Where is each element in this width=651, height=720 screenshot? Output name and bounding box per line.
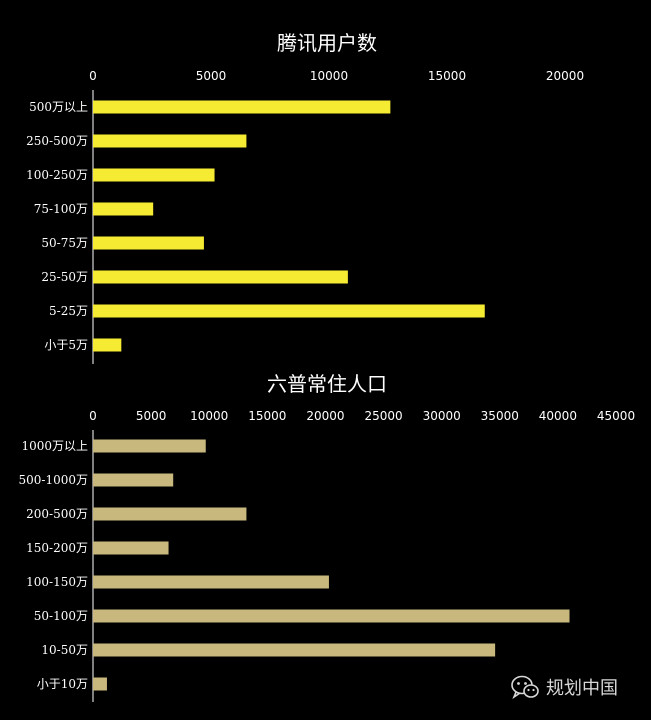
- category-label: 50-100万: [34, 609, 88, 623]
- wechat-icon: [511, 675, 539, 700]
- bar: [93, 236, 204, 250]
- x-tick-label: 20000: [546, 69, 584, 83]
- bar: [93, 168, 215, 182]
- category-label: 5-25万: [49, 304, 88, 318]
- x-tick-label: 15000: [248, 409, 286, 423]
- x-tick-label: 0: [89, 69, 97, 83]
- bar: [93, 507, 247, 521]
- x-tick-label: 10000: [310, 69, 348, 83]
- category-label: 100-250万: [26, 168, 88, 182]
- bar: [93, 541, 169, 555]
- category-label: 250-500万: [26, 134, 88, 148]
- category-label: 200-500万: [26, 507, 88, 521]
- x-tick-label: 25000: [364, 409, 402, 423]
- x-tick-label: 5000: [136, 409, 167, 423]
- x-tick-label: 40000: [539, 409, 577, 423]
- chart-tencent-users: 腾讯用户数 0 5000 10000 15000 20000 500万以上 250-500万…: [26, 31, 584, 364]
- x-tick-label: 10000: [190, 409, 228, 423]
- category-label: 10-50万: [41, 643, 88, 657]
- bar: [93, 134, 247, 148]
- category-label: 75-100万: [34, 202, 88, 216]
- bar: [93, 609, 570, 623]
- category-label: 25-50万: [41, 270, 88, 284]
- category-label: 100-150万: [26, 575, 88, 589]
- category-label: 小于10万: [37, 677, 88, 691]
- bar: [93, 677, 107, 691]
- x-tick-label: 5000: [196, 69, 227, 83]
- x-tick-label: 45000: [597, 409, 635, 423]
- x-tick-label: 20000: [306, 409, 344, 423]
- category-label: 150-200万: [26, 541, 88, 555]
- x-tick-label: 35000: [481, 409, 519, 423]
- bar: [93, 439, 206, 453]
- watermark: 规划中国: [510, 674, 618, 700]
- bar: [93, 643, 496, 657]
- category-label: 小于5万: [44, 338, 88, 352]
- bar: [93, 270, 348, 284]
- bar: [93, 338, 122, 352]
- category-label: 50-75万: [41, 236, 88, 250]
- bar: [93, 473, 174, 487]
- category-label: 1000万以上: [21, 439, 88, 453]
- x-tick-label: 15000: [428, 69, 466, 83]
- chart-title: 腾讯用户数: [277, 31, 377, 55]
- x-tick-label: 0: [89, 409, 97, 423]
- chart-title: 六普常住人口: [267, 372, 387, 396]
- bar: [93, 304, 485, 318]
- chart-census-population: 六普常住人口 0 5000 10000 15000 20000 25000 30000 350…: [19, 372, 635, 702]
- x-tick-label: 30000: [423, 409, 461, 423]
- bar: [93, 202, 154, 216]
- category-label: 500万以上: [29, 100, 88, 114]
- bar: [93, 575, 329, 589]
- bar: [93, 100, 391, 114]
- category-label: 500-1000万: [19, 473, 89, 487]
- watermark-text: 规划中国: [546, 678, 618, 699]
